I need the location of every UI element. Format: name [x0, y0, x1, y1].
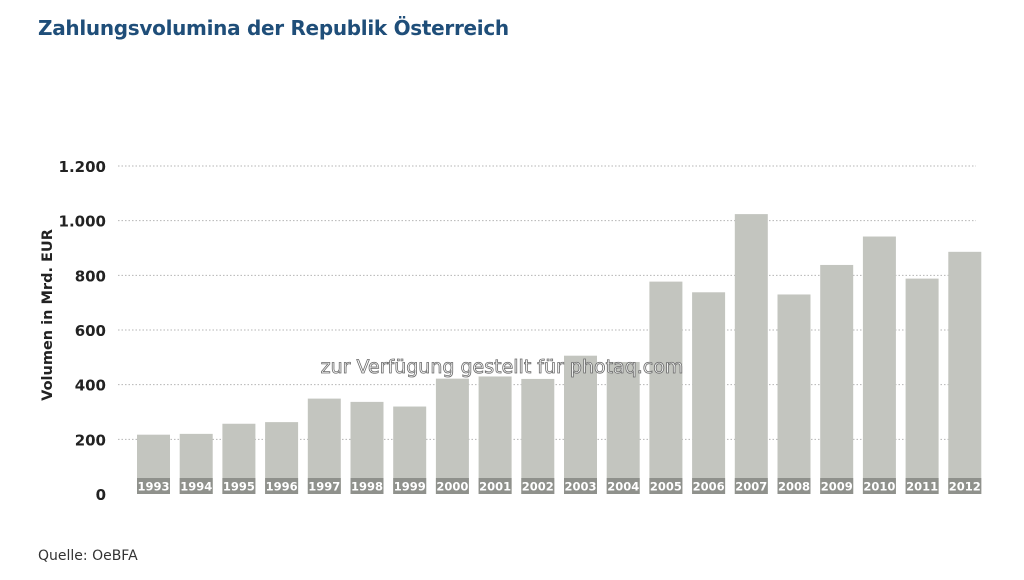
y-tick-label: 0 [96, 486, 106, 504]
bar-2011 [905, 278, 939, 494]
category-band-1994 [179, 478, 213, 494]
x-tick-label-1994: 1994 [180, 480, 212, 494]
bar-2012 [948, 251, 982, 494]
category-band-2004 [606, 478, 640, 494]
source-note: Quelle: OeBFA [38, 548, 138, 564]
category-band-2012 [948, 478, 982, 494]
x-tick-label-1997: 1997 [308, 480, 340, 494]
category-band-1996 [265, 478, 299, 494]
y-tick-label: 200 [75, 431, 106, 449]
bar-2003 [564, 355, 597, 494]
category-band-2006 [692, 478, 726, 494]
category-band-2000 [435, 478, 469, 494]
y-tick-label: 1.000 [59, 213, 106, 231]
bar-2006 [692, 292, 726, 494]
bar-2001 [478, 376, 512, 494]
category-band-2009 [820, 478, 854, 494]
bar-2009 [820, 264, 854, 494]
category-labels: 1993 1994 1995 1996 1997 1998 1999 2000 2001 2002… [137, 478, 982, 494]
x-tick-label-2006: 2006 [693, 480, 725, 494]
x-tick-label-2002: 2002 [522, 480, 554, 494]
y-tick-label: 400 [75, 377, 106, 395]
bar-2004 [606, 361, 640, 494]
bar-2002 [521, 378, 555, 494]
category-band-2008 [777, 478, 811, 494]
x-tick-label-2012: 2012 [949, 480, 981, 494]
y-axis-ticks: 0 200 400 600 800 1.000 1.200 [59, 158, 106, 504]
x-tick-label-2011: 2011 [906, 480, 938, 494]
x-tick-label-2007: 2007 [735, 480, 767, 494]
bars [137, 214, 982, 494]
x-tick-label-1998: 1998 [351, 480, 383, 494]
bar-2010 [862, 236, 896, 494]
category-band-1997 [307, 478, 341, 494]
x-tick-label-2003: 2003 [564, 480, 596, 494]
x-tick-label-2001: 2001 [479, 480, 511, 494]
category-band-2007 [734, 478, 768, 494]
x-tick-label-2004: 2004 [607, 480, 639, 494]
x-tick-label-1996: 1996 [266, 480, 298, 494]
x-tick-label-1995: 1995 [223, 480, 255, 494]
y-tick-label: 800 [75, 267, 106, 285]
x-tick-label-2000: 2000 [436, 480, 468, 494]
chart-title: Zahlungsvolumina der Republik Österreich [38, 16, 509, 40]
y-axis-label: Volumen in Mrd. EUR [40, 229, 56, 401]
x-tick-label-1993: 1993 [137, 480, 169, 494]
x-tick-label-1999: 1999 [394, 480, 426, 494]
x-tick-label-2005: 2005 [650, 480, 682, 494]
category-band-2001 [478, 478, 512, 494]
category-band-2002 [521, 478, 555, 494]
category-band-2003 [564, 478, 597, 494]
category-band-1998 [350, 478, 384, 494]
bar-2000 [435, 378, 469, 494]
bar-2008 [777, 294, 811, 494]
category-band-1995 [222, 478, 256, 494]
x-tick-label-2010: 2010 [863, 480, 895, 494]
bar-2005 [649, 281, 683, 494]
category-band-1993 [137, 478, 170, 494]
category-band-1999 [393, 478, 427, 494]
y-tick-label: 1.200 [59, 158, 106, 176]
category-band-2005 [649, 478, 683, 494]
category-band-2010 [862, 478, 896, 494]
x-tick-label-2008: 2008 [778, 480, 810, 494]
bar-2007 [734, 214, 768, 494]
category-band-2011 [905, 478, 939, 494]
x-tick-label-2009: 2009 [821, 480, 853, 494]
y-tick-label: 600 [75, 322, 106, 340]
